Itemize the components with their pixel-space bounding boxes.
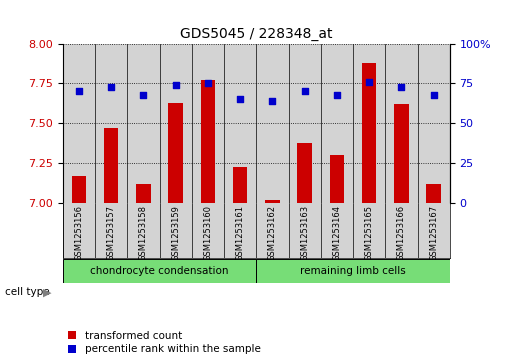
Text: cell type: cell type: [5, 287, 50, 297]
Point: [75, 89, 83, 94]
Bar: [394, 104, 408, 203]
Point: [236, 97, 244, 102]
Text: GSM1253165: GSM1253165: [365, 205, 373, 261]
Bar: [72, 176, 86, 203]
Text: GSM1253160: GSM1253160: [203, 205, 212, 261]
Title: GDS5045 / 228348_at: GDS5045 / 228348_at: [180, 27, 333, 41]
Text: GSM1253159: GSM1253159: [171, 205, 180, 261]
Text: remaining limb cells: remaining limb cells: [300, 266, 406, 276]
Bar: [104, 128, 118, 203]
Bar: [321, 44, 353, 203]
Text: GSM1253164: GSM1253164: [333, 205, 342, 261]
Text: GSM1253163: GSM1253163: [300, 205, 309, 261]
Text: GSM1253157: GSM1253157: [107, 205, 116, 261]
Text: GSM1253161: GSM1253161: [236, 205, 245, 261]
Bar: [168, 103, 183, 203]
Point: [429, 92, 438, 98]
Bar: [256, 44, 289, 203]
Point: [203, 81, 212, 86]
Legend: transformed count, percentile rank within the sample: transformed count, percentile rank withi…: [68, 331, 260, 354]
Bar: [192, 44, 224, 203]
Text: chondrocyte condensation: chondrocyte condensation: [90, 266, 229, 276]
Bar: [362, 63, 377, 203]
Bar: [63, 44, 95, 203]
Text: ▶: ▶: [43, 287, 52, 297]
Bar: [160, 44, 192, 203]
Point: [172, 82, 180, 88]
Bar: [256, 258, 450, 283]
Point: [333, 92, 341, 98]
Text: GSM1253156: GSM1253156: [74, 205, 83, 261]
Bar: [353, 44, 385, 203]
Bar: [329, 155, 344, 203]
Point: [268, 98, 277, 104]
Bar: [127, 44, 160, 203]
Text: GSM1253162: GSM1253162: [268, 205, 277, 261]
Bar: [224, 44, 256, 203]
Bar: [385, 44, 417, 203]
Bar: [426, 184, 441, 203]
Point: [300, 89, 309, 94]
Point: [397, 84, 406, 90]
Bar: [95, 44, 127, 203]
Point: [139, 92, 147, 98]
Bar: [265, 200, 280, 203]
Text: GSM1253158: GSM1253158: [139, 205, 148, 261]
Bar: [136, 184, 151, 203]
Bar: [201, 80, 215, 203]
Point: [107, 84, 115, 90]
Bar: [233, 167, 247, 203]
Bar: [289, 44, 321, 203]
Text: GSM1253166: GSM1253166: [397, 205, 406, 261]
Bar: [417, 44, 450, 203]
Text: GSM1253167: GSM1253167: [429, 205, 438, 261]
Bar: [63, 258, 256, 283]
Bar: [298, 143, 312, 203]
Point: [365, 79, 373, 85]
